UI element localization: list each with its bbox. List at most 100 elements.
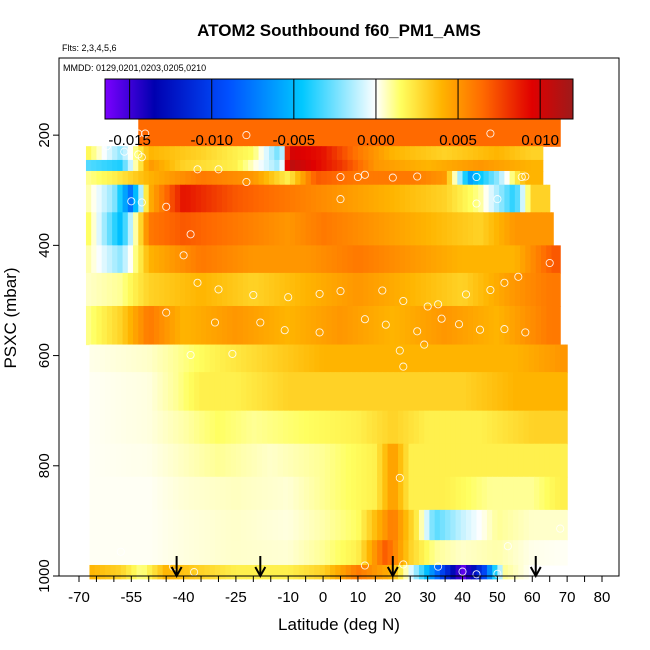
heatmap-cell [195,118,202,147]
heatmap-cell [122,272,129,307]
heatmap-cell [206,212,213,246]
heatmap-cell [387,443,394,478]
heatmap-cell [418,540,425,566]
heatmap-cell [483,170,490,186]
heatmap-cell [246,476,253,511]
heatmap-cell [345,476,352,511]
heatmap-cell [504,272,511,307]
heatmap-cell [262,564,268,580]
heatmap-cell [141,410,148,445]
heatmap-cell [420,118,427,147]
heatmap-cell [169,170,176,186]
heatmap-cell [514,146,521,161]
heatmap-cell [195,170,202,186]
heatmap-cell [352,184,359,213]
heatmap-cell [300,170,307,186]
heatmap-cell [101,245,108,274]
heatmap-cell [227,170,234,186]
heatmap-cell [321,170,328,186]
heatmap-cell [153,170,160,186]
heatmap-cell [174,118,181,147]
sample-point [395,346,404,355]
heatmap-cell [277,410,284,445]
heatmap-cell [105,410,111,445]
heatmap-cell [117,170,124,186]
heatmap-cell [504,212,511,246]
x-tick-label: -70 [68,589,90,606]
heatmap-cell [131,410,138,445]
heatmap-cell [237,184,244,213]
heatmap-cell [274,159,281,172]
heatmap-cell [91,184,98,213]
heatmap-cell [560,372,566,412]
heatmap-cell [530,305,537,346]
heatmap-cell [436,146,443,161]
heatmap-cell [185,272,192,307]
heatmap-cell [565,540,568,566]
heatmap-cell [357,170,364,186]
heatmap-cell [335,344,342,373]
heatmap-cell [534,372,540,412]
heatmap-cell [146,410,153,445]
heatmap-cell [298,410,305,445]
heatmap-cell [169,118,176,147]
heatmap-cell [195,305,202,346]
heatmap-cell [251,443,258,478]
heatmap-cell [335,509,342,541]
heatmap-cell [384,184,390,213]
heatmap-cell [300,184,307,213]
heatmap-cell [248,272,254,307]
heatmap-cell [450,443,457,478]
heatmap-cell [523,509,530,541]
heatmap-cell [535,245,542,274]
heatmap-cell [544,540,551,566]
heatmap-cell [472,184,479,213]
heatmap-cell [530,118,537,147]
heatmap-cell [350,476,357,511]
heatmap-cell [183,540,190,566]
heatmap-cell [493,170,500,186]
heatmap-cell [237,305,244,346]
heatmap-cell [321,212,328,246]
heatmap-cell [199,344,206,373]
heatmap-cell [455,509,462,541]
heatmap-cell [152,443,159,478]
heatmap-cell [115,410,122,445]
heatmap-cell [274,305,281,346]
heatmap-cell [535,118,542,147]
heatmap-cell [518,476,525,511]
heatmap-cell [504,305,511,346]
heatmap-cell [246,372,253,412]
x-tick-label: 70 [559,589,576,606]
heatmap-cell [256,476,263,511]
heatmap-cell [410,159,417,172]
heatmap-cell [206,118,213,147]
heatmap-cell [282,564,289,580]
heatmap-cell [178,540,185,566]
heatmap-cell [227,184,234,213]
heatmap-cell [413,476,420,511]
heatmap-cell [194,509,200,541]
heatmap-cell [211,170,218,186]
heatmap-cell [211,305,218,346]
heatmap-cell [445,509,451,541]
heatmap-cell [398,509,404,541]
heatmap-cell [544,443,551,478]
sample-point [336,195,345,204]
heatmap-cell [321,146,328,161]
heatmap-cell [549,372,556,412]
heatmap-cell [272,344,279,373]
heatmap-cell [258,118,265,147]
colorbar-tick-label: -0.005 [273,132,316,149]
heatmap-cell [127,159,134,172]
heatmap-cell [387,372,394,412]
heatmap-cell [204,344,211,373]
heatmap-cell [331,170,338,186]
heatmap-cell [450,372,457,412]
heatmap-cell [126,540,132,566]
heatmap-cell [551,118,558,147]
heatmap-cell [441,170,448,186]
heatmap-cell [153,272,160,307]
heatmap-cell [314,540,321,566]
heatmap-cell [509,212,516,246]
